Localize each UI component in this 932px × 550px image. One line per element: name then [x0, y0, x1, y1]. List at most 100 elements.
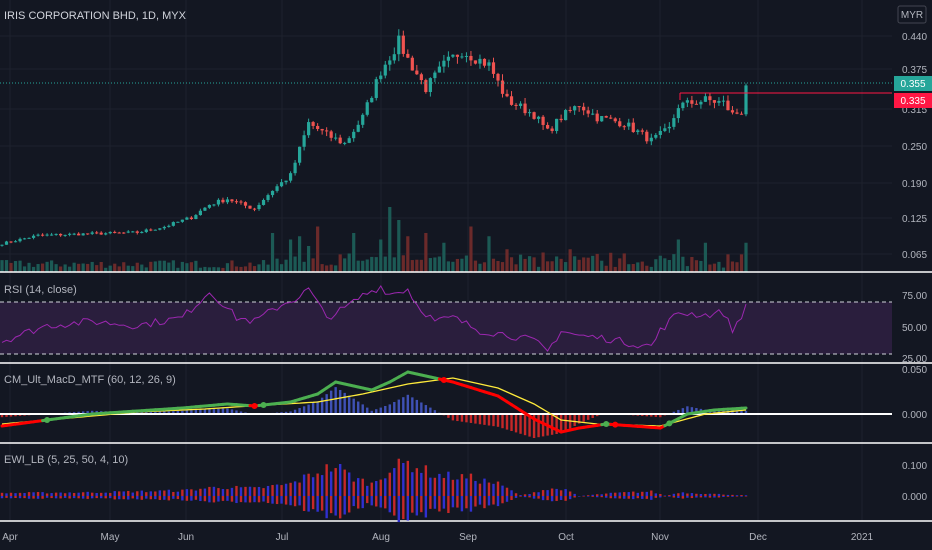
currency-badge[interactable] [897, 5, 927, 24]
candle-body [185, 217, 189, 220]
ewi-bar [131, 492, 134, 496]
candle-body [374, 79, 378, 98]
candle-body [90, 232, 94, 234]
candle-body [676, 108, 680, 119]
candle-body [50, 234, 54, 236]
volume-bar [536, 266, 541, 272]
volume-bar [18, 260, 22, 272]
time-label: Dec [749, 532, 767, 543]
candle-body [239, 201, 243, 203]
ewi-bar [190, 489, 193, 496]
volume-bar [478, 263, 482, 272]
ewi-bar [63, 493, 67, 496]
ewi-bar [532, 492, 536, 496]
ewi-bar [402, 496, 405, 520]
volume-bar [234, 266, 239, 272]
candle-body [437, 66, 441, 73]
ewi-bar [275, 496, 279, 505]
candle-body [428, 78, 432, 93]
macd-hist-bar [226, 408, 229, 414]
candle-body [744, 85, 748, 115]
candle-body [469, 55, 473, 61]
volume-bar [320, 264, 324, 272]
ewi-bar [149, 496, 152, 500]
volume-bar [370, 256, 374, 272]
ewi-bar [293, 496, 297, 507]
ewi-bar [397, 496, 400, 523]
ewi-bar [641, 491, 644, 496]
ewi-bar [429, 496, 432, 509]
volume-bar [77, 263, 81, 272]
ewi-bar [681, 496, 685, 499]
candle-body [505, 93, 509, 97]
candle-body [27, 237, 31, 239]
candle-body [298, 146, 302, 163]
volume-bar [284, 259, 288, 272]
volume-bar [410, 260, 414, 272]
ewi-bar [176, 491, 180, 496]
candle-body [613, 118, 617, 122]
candle-body [334, 137, 338, 139]
candle-body [649, 137, 653, 142]
ewi-bar [541, 490, 545, 496]
rsi-title: RSI (14, close) [4, 284, 77, 296]
macd-hist-bar [284, 411, 288, 414]
candle-body [293, 162, 297, 174]
macd-cross-dot [251, 403, 258, 409]
macd-hist-bar [505, 414, 509, 430]
macd-hist-bar [217, 408, 220, 414]
candle-body [464, 55, 469, 57]
ewi-bar [298, 496, 301, 506]
ewi-bar [230, 487, 234, 496]
volume-bar [131, 266, 135, 272]
volume-bar [636, 262, 640, 272]
macd-hist-bar [239, 411, 243, 414]
macd-hist-bar [654, 414, 658, 417]
ewi-bar [316, 496, 319, 512]
macd-hist-bar [375, 409, 378, 414]
volume-bar [401, 255, 405, 272]
macd-hist-bar [541, 414, 545, 437]
ewi-bar [199, 488, 202, 496]
candle-body [600, 116, 604, 122]
macd-cross-dot [440, 377, 447, 383]
candle-body [406, 53, 410, 58]
price-axis[interactable]: 0.440 0.375 0.315 0.250 0.190 0.125 0.065 [902, 32, 927, 261]
ewi-bar [23, 496, 26, 499]
candle-body [72, 233, 76, 235]
volume-bar [22, 266, 27, 272]
ewi-bar [735, 495, 739, 496]
candle-body [541, 116, 545, 125]
ewi-bar [118, 491, 121, 496]
candle-body [95, 232, 99, 234]
ewi-bar [541, 496, 545, 501]
candle-body [171, 222, 175, 226]
candle-body [627, 122, 631, 127]
volume-bar [726, 254, 730, 272]
ewi-bar [740, 496, 743, 497]
ewi-bar [659, 496, 662, 498]
candle-body [108, 231, 112, 234]
ewi-tick-0000: 0.000 [902, 492, 927, 503]
time-axis[interactable]: Apr May Jun Jul Aug Sep Oct Nov Dec 2021 [2, 532, 873, 543]
ewi-bar [546, 490, 549, 496]
candle-body [325, 130, 329, 132]
candle-body [559, 118, 563, 121]
volume-bar [532, 257, 536, 272]
candle-body [0, 244, 4, 246]
macd-hist-bar [230, 409, 234, 414]
time-label: Aug [372, 532, 390, 543]
volume-bar [352, 233, 356, 272]
ewi-bar [158, 496, 162, 500]
macd-hist-bar [154, 411, 157, 414]
ewi-bar [708, 493, 712, 496]
ewi-bar [316, 473, 319, 496]
ewi-bar [708, 496, 712, 498]
volume-bar [59, 266, 63, 272]
candle-body [703, 96, 708, 102]
ewi-tick-0100: 0.100 [902, 461, 927, 472]
ewi-bar [478, 496, 482, 505]
ewi-bar [18, 496, 22, 499]
ewi-bar [375, 481, 378, 496]
